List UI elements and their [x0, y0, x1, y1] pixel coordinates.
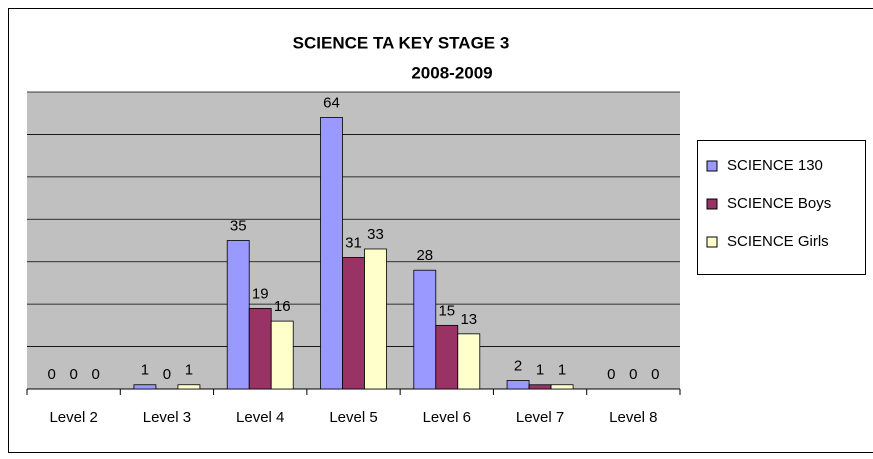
bar: [435, 324, 459, 390]
data-label: 1: [185, 362, 193, 379]
legend-swatch: [706, 160, 718, 172]
legend-swatch: [706, 236, 718, 248]
x-tick-label: Level 5: [329, 409, 377, 426]
bar: [248, 307, 272, 390]
x-tick-label: Level 7: [516, 409, 564, 426]
data-label: 1: [536, 362, 544, 379]
data-label: 64: [323, 94, 340, 111]
data-label: 1: [558, 362, 566, 379]
bar: [506, 380, 530, 390]
legend-label: SCIENCE Girls: [727, 233, 829, 250]
legend-swatch: [706, 198, 718, 210]
data-label: 1: [141, 362, 149, 379]
legend: [697, 140, 866, 275]
legend-label: SCIENCE Boys: [727, 195, 831, 212]
bar: [457, 333, 481, 390]
data-label: 16: [274, 298, 291, 315]
data-label: 35: [230, 217, 247, 234]
x-tick-label: Level 4: [236, 409, 284, 426]
bar: [270, 320, 294, 390]
chart-title: SCIENCE TA KEY STAGE 3: [293, 33, 510, 52]
chart-subtitle: 2008-2009: [411, 63, 492, 82]
data-label: 13: [460, 311, 477, 328]
bar: [342, 257, 365, 390]
x-tick-label: Level 6: [423, 409, 471, 426]
bar: [413, 269, 437, 390]
data-label: 0: [607, 366, 615, 383]
data-label: 0: [629, 366, 637, 383]
data-label: 31: [345, 234, 362, 251]
bar: [528, 384, 552, 390]
data-label: 33: [367, 226, 384, 243]
bar: [550, 384, 574, 390]
x-tick-label: Level 2: [49, 409, 97, 426]
data-label: 15: [438, 302, 455, 319]
legend-label: SCIENCE 130: [727, 157, 823, 174]
data-label: 0: [163, 366, 171, 383]
data-label: 19: [252, 285, 269, 302]
data-label: 0: [69, 366, 77, 383]
bar: [226, 240, 250, 390]
data-label: 2: [514, 357, 522, 374]
x-tick-label: Level 3: [143, 409, 191, 426]
data-label: 0: [651, 366, 659, 383]
bar: [364, 248, 387, 390]
data-label: 0: [47, 366, 55, 383]
bar: [133, 384, 157, 390]
bar: [177, 384, 201, 390]
x-tick-label: Level 8: [609, 409, 657, 426]
data-label: 28: [416, 247, 433, 264]
data-label: 0: [91, 366, 99, 383]
bar: [320, 117, 343, 390]
